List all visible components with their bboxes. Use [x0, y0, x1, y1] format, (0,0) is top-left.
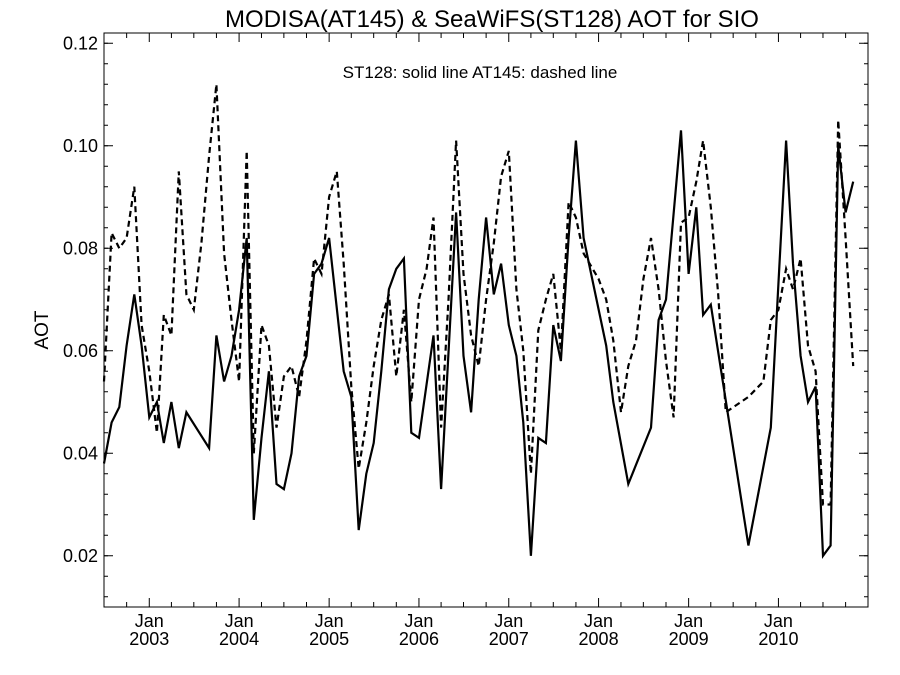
- x-tick-month-label: Jan: [315, 611, 344, 631]
- x-tick-month-label: Jan: [494, 611, 523, 631]
- x-tick-year-label: 2007: [489, 629, 529, 649]
- y-tick-label: 0.04: [63, 443, 98, 463]
- y-axis-label: AOT: [32, 310, 53, 349]
- series-layer: [102, 84, 855, 559]
- x-tick-year-label: 2009: [669, 629, 709, 649]
- x-tick-year-label: 2003: [129, 629, 169, 649]
- y-tick-label: 0.06: [63, 341, 98, 361]
- x-tick-year-label: 2006: [399, 629, 439, 649]
- x-tick-year-label: 2008: [579, 629, 619, 649]
- x-tick-month-label: Jan: [404, 611, 433, 631]
- x-tick-month-label: Jan: [225, 611, 254, 631]
- x-tick-month-label: Jan: [764, 611, 793, 631]
- axes: 0.020.040.060.080.100.12Jan2003Jan2004Ja…: [63, 33, 868, 649]
- x-tick-month-label: Jan: [674, 611, 703, 631]
- y-tick-label: 0.12: [63, 33, 98, 53]
- plot-frame: [103, 32, 869, 608]
- chart-title: MODISA(AT145) & SeaWiFS(ST128) AOT for S…: [225, 6, 759, 33]
- x-tick-year-label: 2004: [219, 629, 259, 649]
- y-tick-label: 0.08: [63, 238, 98, 258]
- y-tick-label: 0.02: [63, 546, 98, 566]
- series-line-st128: [102, 130, 855, 559]
- y-tick-label: 0.10: [63, 136, 98, 156]
- series-note: ST128: solid line AT145: dashed line: [343, 63, 618, 82]
- x-tick-year-label: 2010: [758, 629, 798, 649]
- series-line-at145: [102, 84, 855, 506]
- x-tick-month-label: Jan: [584, 611, 613, 631]
- x-tick-month-label: Jan: [135, 611, 164, 631]
- x-tick-year-label: 2005: [309, 629, 349, 649]
